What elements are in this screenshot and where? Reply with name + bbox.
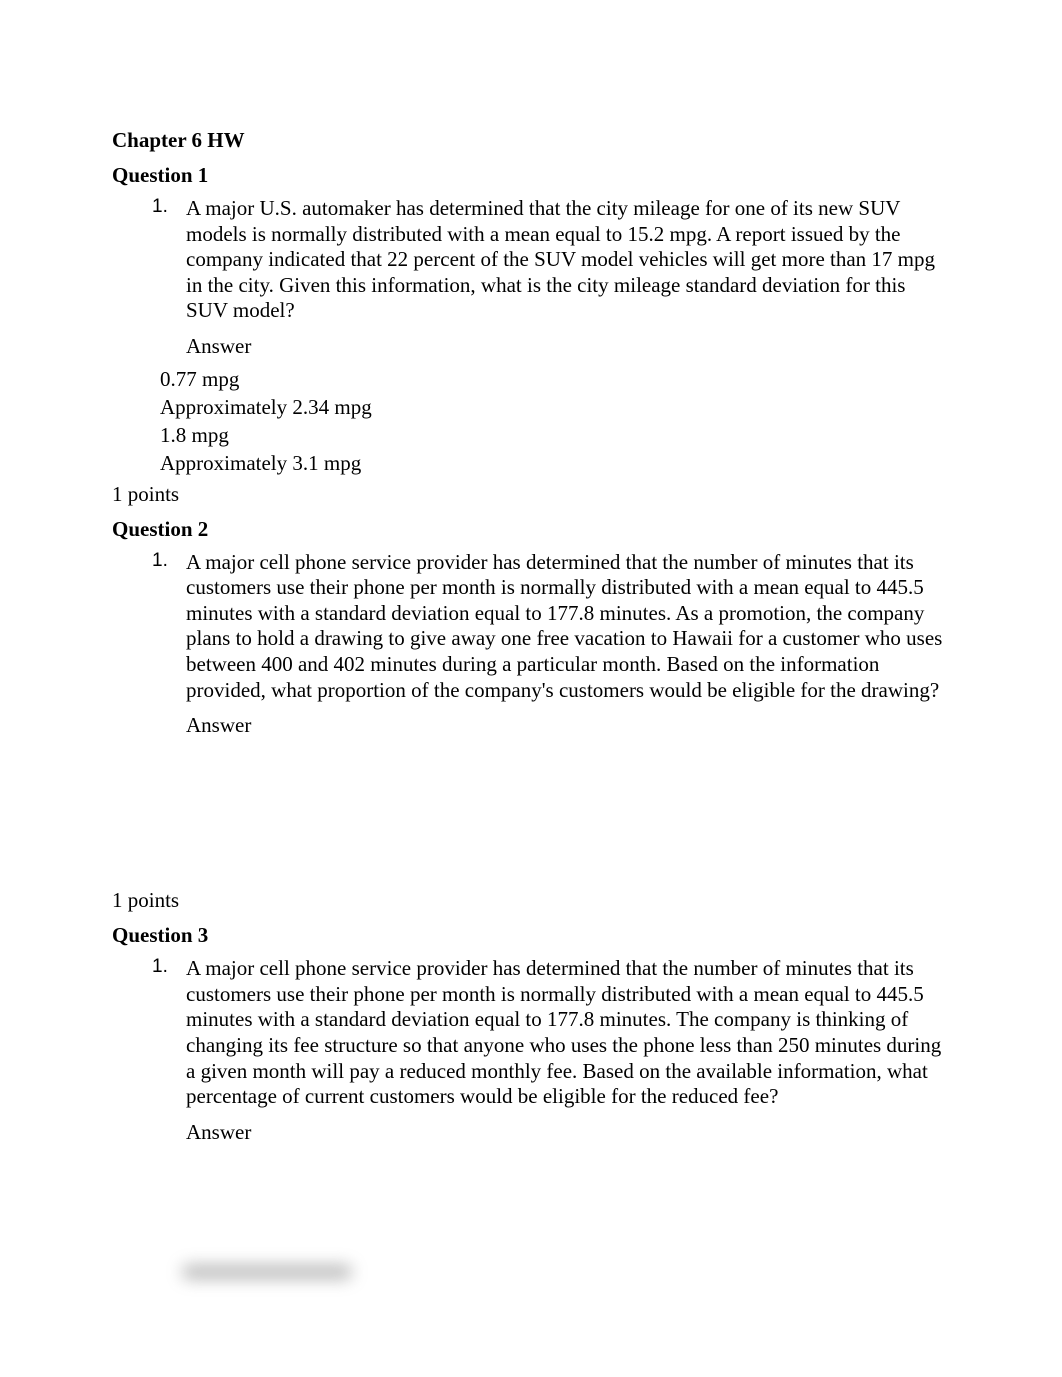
document-page: Chapter 6 HW Question 1 1. A major U.S. …: [0, 0, 1062, 1339]
option-item: Approximately 2.34 mpg: [160, 393, 950, 421]
question-text: A major cell phone service provider has …: [186, 956, 950, 1110]
question-heading: Question 3: [112, 923, 950, 948]
answer-label: Answer: [186, 334, 950, 359]
option-item: 1.8 mpg: [160, 421, 950, 449]
list-marker: 1.: [152, 956, 186, 1110]
points-label: 1 points: [112, 888, 950, 913]
option-item: 0.77 mpg: [160, 365, 950, 393]
option-item: Approximately 3.1 mpg: [160, 449, 950, 477]
question-text: A major U.S. automaker has determined th…: [186, 196, 950, 324]
blank-space: [112, 744, 950, 884]
answer-options: 0.77 mpg Approximately 2.34 mpg 1.8 mpg …: [160, 365, 950, 478]
answer-label: Answer: [186, 713, 950, 738]
question-body: 1. A major cell phone service provider h…: [152, 956, 950, 1110]
question-text: A major cell phone service provider has …: [186, 550, 950, 704]
chapter-title: Chapter 6 HW: [112, 128, 950, 153]
question-heading: Question 2: [112, 517, 950, 542]
blur-artifact: [182, 1265, 352, 1279]
answer-label: Answer: [186, 1120, 950, 1145]
list-marker: 1.: [152, 550, 186, 704]
list-marker: 1.: [152, 196, 186, 324]
question-heading: Question 1: [112, 163, 950, 188]
question-body: 1. A major U.S. automaker has determined…: [152, 196, 950, 324]
question-body: 1. A major cell phone service provider h…: [152, 550, 950, 704]
points-label: 1 points: [112, 482, 950, 507]
